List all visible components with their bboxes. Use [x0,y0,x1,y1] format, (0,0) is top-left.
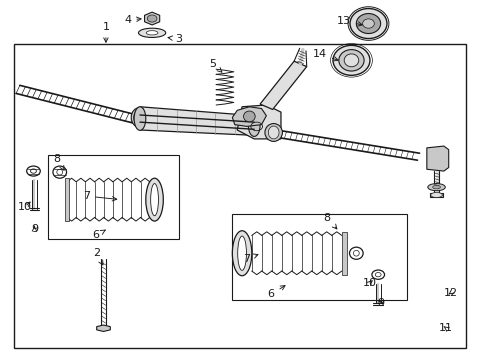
Text: 11: 11 [438,323,452,333]
Text: 4: 4 [124,15,141,25]
Text: 8: 8 [54,154,64,170]
Polygon shape [429,193,442,197]
Text: 12: 12 [443,288,457,297]
Text: 7: 7 [83,191,117,201]
Ellipse shape [147,15,157,22]
Ellipse shape [237,236,246,270]
Polygon shape [260,61,306,109]
Text: 2: 2 [92,248,103,265]
Ellipse shape [332,45,369,75]
Ellipse shape [338,50,364,71]
Ellipse shape [248,115,260,136]
Polygon shape [232,107,266,126]
Ellipse shape [344,54,358,67]
Text: 9: 9 [376,298,384,308]
Text: 9: 9 [31,224,38,234]
Text: 3: 3 [168,34,182,44]
Ellipse shape [134,107,145,130]
Text: 6: 6 [93,230,105,240]
Text: 10: 10 [362,278,376,288]
Bar [341,232,346,275]
Polygon shape [144,12,160,25]
Bar [64,178,69,221]
Ellipse shape [145,178,163,221]
Ellipse shape [133,110,146,125]
Ellipse shape [150,184,158,216]
Ellipse shape [430,193,442,198]
Text: 13: 13 [337,16,362,26]
Ellipse shape [264,123,282,141]
Ellipse shape [362,19,373,28]
Text: 14: 14 [312,49,338,61]
Ellipse shape [131,108,148,127]
Ellipse shape [146,31,158,35]
Text: 10: 10 [18,202,32,212]
Ellipse shape [232,231,251,276]
Bar [14,44,465,348]
Ellipse shape [243,111,255,122]
Bar [232,214,407,300]
Text: 6: 6 [267,285,285,299]
Text: 7: 7 [243,253,258,264]
Bar [47,155,179,239]
Polygon shape [237,105,281,139]
Text: 5: 5 [209,59,222,72]
Ellipse shape [138,28,165,37]
Text: 1: 1 [102,22,109,42]
Ellipse shape [356,14,380,33]
Ellipse shape [268,126,279,139]
Polygon shape [97,325,110,332]
Ellipse shape [427,184,445,191]
Ellipse shape [432,185,440,189]
Polygon shape [426,146,448,171]
Polygon shape [140,107,254,135]
Text: 8: 8 [323,212,336,229]
Ellipse shape [349,9,386,39]
